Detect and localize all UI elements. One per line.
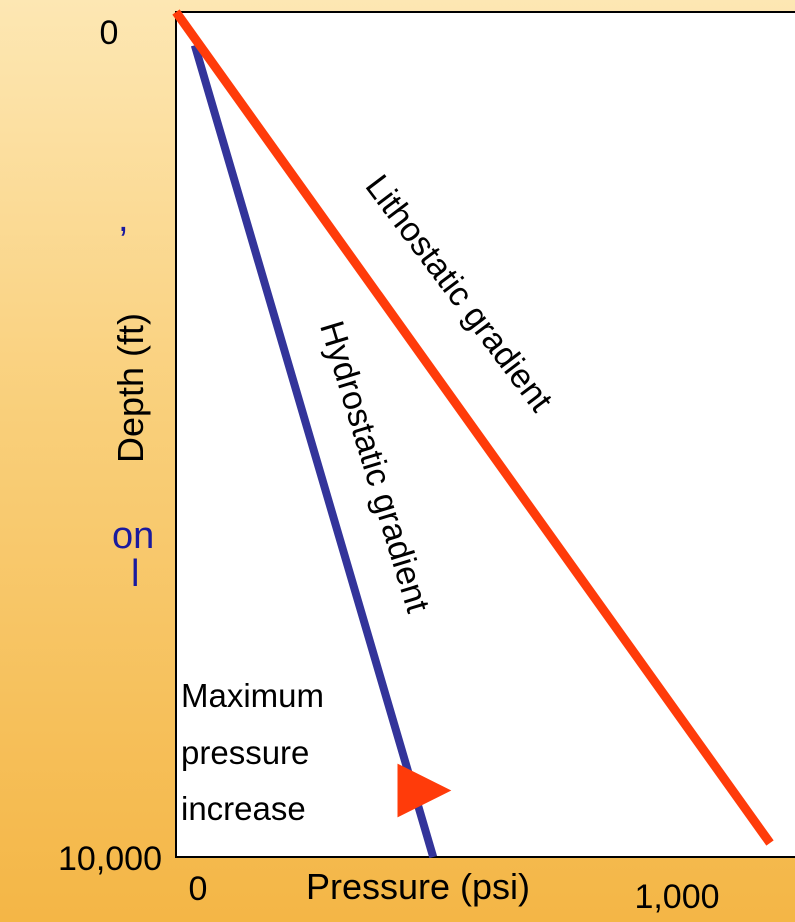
text-fragment-on: on	[112, 515, 155, 557]
text-fragment-comma: ,	[118, 198, 129, 240]
series-line-lithostatic	[172, 9, 774, 846]
annotation-line-1: Maximum	[181, 677, 324, 714]
y-tick-label-bottom: 10,000	[58, 840, 162, 878]
text-fragment-l: l	[131, 553, 140, 595]
annotation-line-3: increase	[181, 790, 306, 827]
x-axis-label: Pressure (psi)	[306, 866, 530, 907]
y-tick-label-top: 0	[100, 14, 119, 52]
annotation-line-2: pressure	[181, 734, 309, 771]
x-tick-label-max: 1,000	[634, 878, 719, 916]
series-line-hydrostatic	[190, 44, 438, 859]
x-tick-label-zero: 0	[189, 870, 208, 908]
y-axis-label: Depth (ft)	[110, 313, 151, 463]
